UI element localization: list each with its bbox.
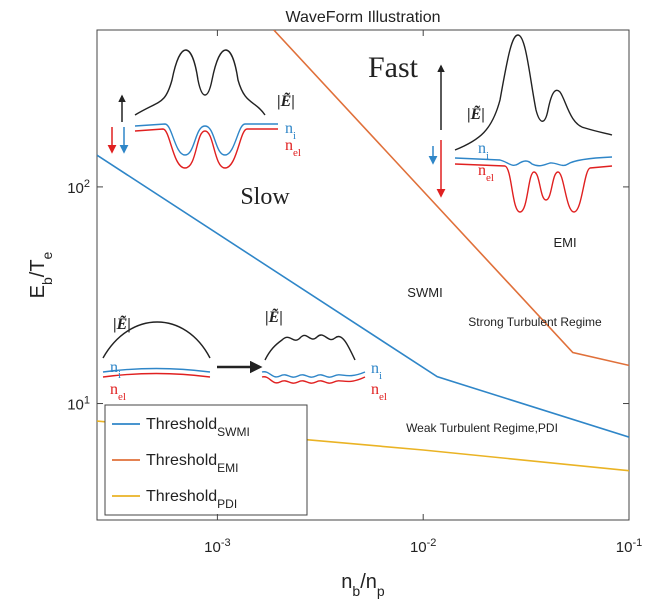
y-tick-label: 101 (67, 395, 90, 414)
x-tick-label: 10-1 (616, 537, 642, 556)
text-part: i (118, 369, 121, 381)
text-part: n (110, 381, 118, 398)
text-part: i (379, 370, 382, 382)
text-part: n (285, 137, 293, 154)
annotation: Weak Turbulent Regime,PDI (406, 421, 558, 435)
text-part: n (285, 120, 293, 137)
legend-label: ThresholdPDI (146, 488, 237, 511)
annotation: ni (478, 140, 489, 162)
text-part: -1 (632, 537, 642, 549)
text-part: 10 (67, 180, 84, 197)
text-part: Threshold (146, 488, 217, 505)
inset-sketches (102, 34, 613, 384)
annotation: SWMI (407, 285, 442, 300)
text-part: 10 (616, 539, 633, 556)
text-part: i (293, 130, 296, 142)
annotation: EMI (553, 235, 576, 250)
text-part: p (377, 583, 385, 599)
text-part: n (371, 360, 379, 377)
text-part: 10 (67, 397, 84, 414)
text-part: /n (360, 571, 377, 593)
text-part: 10 (410, 539, 427, 556)
annotation: ni (285, 120, 296, 142)
legend-label: ThresholdSWMI (146, 416, 250, 439)
text-part: el (379, 391, 387, 403)
text-part: 10 (204, 539, 221, 556)
text-part: b (39, 277, 55, 285)
x-tick-label: 10-3 (204, 537, 230, 556)
annotation: ni (371, 360, 382, 382)
text-part: E (27, 285, 49, 298)
text-part: i (486, 150, 489, 162)
text-part: 1 (84, 395, 90, 407)
text-part: /T (27, 259, 49, 277)
text-part: e (39, 251, 55, 259)
annotation: nel (371, 381, 387, 403)
annotation: |Ẽ| (467, 104, 485, 123)
text-part: n (478, 162, 486, 179)
text-part: PDI (217, 497, 237, 511)
text-part: n (341, 571, 352, 593)
text-part: n (371, 381, 379, 398)
annotation: |Ẽ| (277, 91, 295, 110)
y-tick-label: 102 (67, 178, 90, 197)
annotation: nel (478, 162, 494, 184)
legend-label: ThresholdEMI (146, 452, 239, 475)
annotation: Fast (368, 51, 419, 84)
chart-title: WaveForm Illustration (286, 9, 441, 26)
text-part: el (118, 391, 126, 403)
annotation: |Ẽ| (265, 307, 283, 326)
annotation: nel (110, 381, 126, 403)
text-part: Threshold (146, 452, 217, 469)
text-part: el (486, 172, 494, 184)
text-part: el (293, 147, 301, 159)
annotation: Strong Turbulent Regime (468, 315, 602, 329)
text-part: -2 (427, 537, 437, 549)
text-part: n (110, 359, 118, 376)
y-axis-label: Eb/Te (27, 251, 55, 298)
text-part: Threshold (146, 416, 217, 433)
annotation: ni (110, 359, 121, 381)
text-part: -3 (221, 537, 231, 549)
x-axis-label: nb/np (341, 571, 385, 599)
x-tick-label: 10-2 (410, 537, 436, 556)
annotation: |Ẽ| (113, 314, 131, 333)
annotation: nel (285, 137, 301, 159)
text-part: SWMI (217, 425, 250, 439)
text-part: b (352, 583, 360, 599)
series-line (273, 30, 629, 367)
text-part: 2 (84, 178, 90, 190)
text-part: n (478, 140, 486, 157)
series-line (97, 154, 629, 438)
annotation: Slow (240, 184, 290, 210)
text-part: EMI (217, 461, 238, 475)
